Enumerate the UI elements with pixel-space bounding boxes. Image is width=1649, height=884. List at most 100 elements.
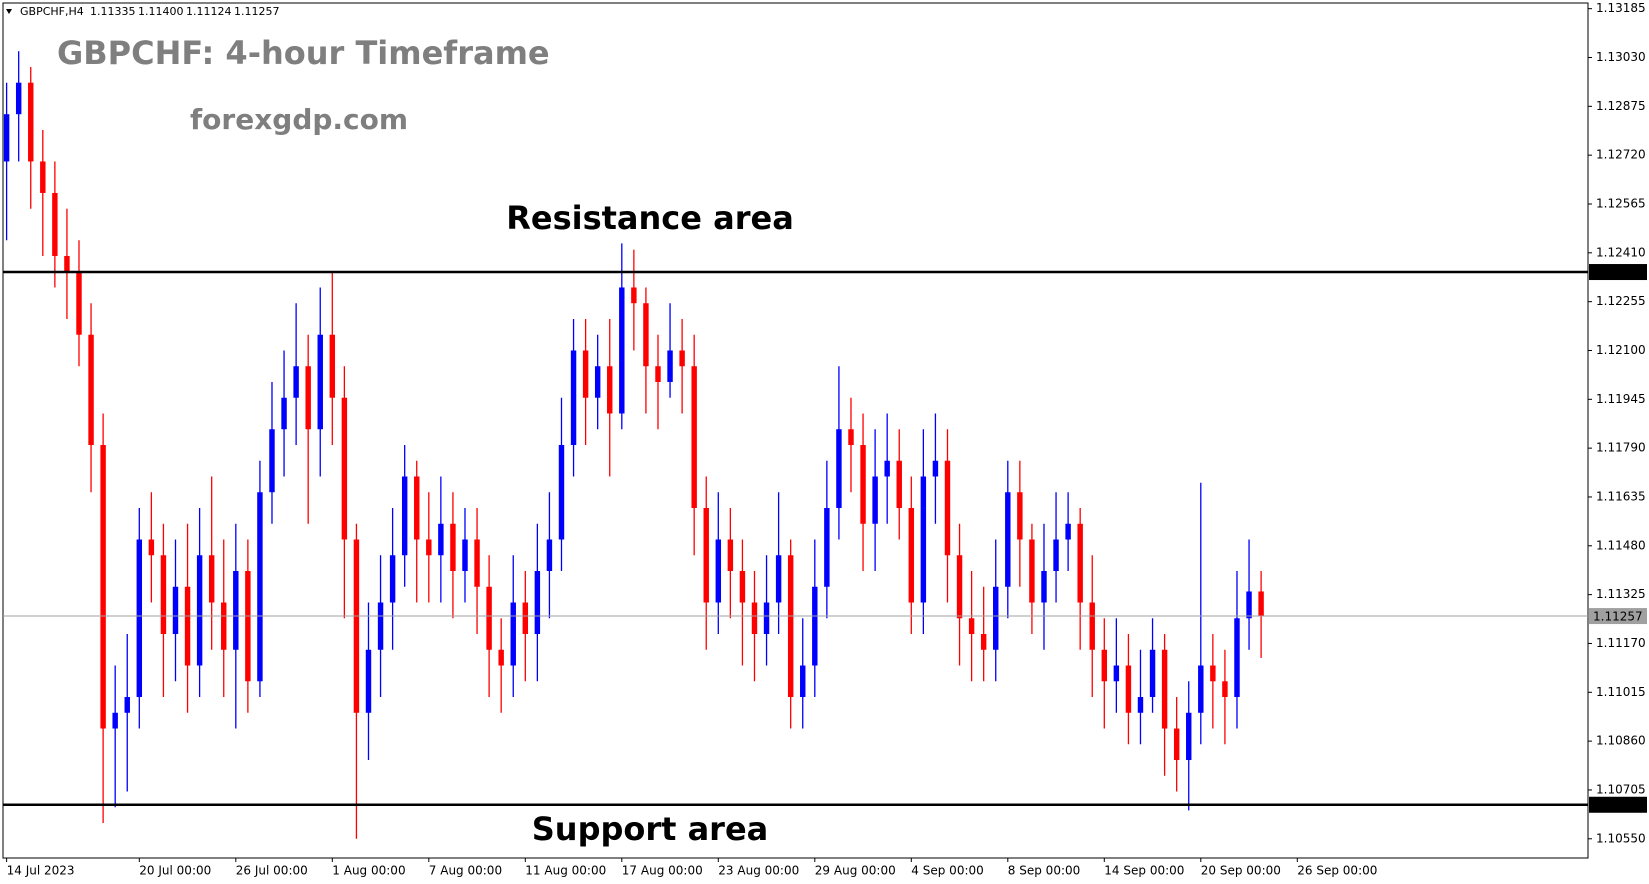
- candle-body: [414, 476, 420, 540]
- candle-body: [486, 586, 492, 650]
- watermark: forexgdp.com: [190, 103, 408, 136]
- candle-body: [112, 712, 118, 729]
- candle-body: [1017, 492, 1023, 540]
- candle-body: [148, 539, 155, 556]
- menu-triangle: [6, 9, 12, 14]
- candle-body: [860, 444, 866, 524]
- x-tick-label: 7 Aug 00:00: [429, 864, 502, 878]
- plot-frame: [2, 2, 1589, 859]
- candle-body: [1125, 665, 1132, 713]
- candle-body: [3, 114, 10, 162]
- candle-body: [462, 539, 468, 572]
- candle-body: [438, 523, 444, 556]
- level-price-box: [1589, 796, 1647, 813]
- level-price-label: 1.10658: [1593, 798, 1643, 812]
- candle-body: [40, 161, 46, 193]
- y-tick-label: 1.11790: [1596, 441, 1646, 455]
- candle-body: [980, 634, 987, 650]
- candle-body: [245, 571, 251, 682]
- candle-body: [474, 539, 480, 587]
- candle-body: [1173, 728, 1180, 761]
- candle-body: [136, 539, 143, 698]
- level-annotation: Resistance area: [506, 199, 794, 237]
- y-tick-label: 1.11170: [1596, 636, 1646, 650]
- candle-body: [1258, 591, 1264, 617]
- y-tick-label: 1.12255: [1596, 294, 1646, 308]
- candle-body: [715, 539, 722, 603]
- y-tick-label: 1.12100: [1596, 343, 1646, 357]
- candle-body: [1101, 649, 1108, 682]
- header-symbol: GBPCHF,H4: [20, 5, 84, 18]
- x-tick-label: 11 Aug 00:00: [525, 864, 606, 878]
- candle-body: [643, 303, 649, 367]
- candle-body: [1065, 523, 1071, 540]
- y-tick-label: 1.13030: [1596, 50, 1646, 64]
- candle-body: [196, 555, 203, 666]
- candle-body: [1041, 571, 1047, 603]
- y-tick-label: 1.11945: [1596, 392, 1646, 406]
- candle-body: [558, 444, 565, 540]
- candle-body: [317, 334, 323, 430]
- candle-body: [377, 602, 384, 650]
- candle-body: [884, 460, 890, 477]
- candle-body: [221, 602, 227, 650]
- y-tick-label: 1.10550: [1596, 831, 1646, 845]
- candle-body: [1222, 681, 1228, 698]
- y-tick-label: 1.12565: [1596, 196, 1646, 210]
- x-tick-label: 20 Sep 00:00: [1201, 864, 1281, 878]
- candle-body: [450, 523, 456, 572]
- candle-body: [691, 366, 697, 508]
- candle-body: [1077, 523, 1083, 603]
- x-tick-label: 23 Aug 00:00: [718, 864, 799, 878]
- candle-body: [836, 429, 842, 508]
- y-tick-label: 1.11015: [1596, 685, 1646, 699]
- candle-body: [534, 571, 541, 635]
- candle-body: [1161, 649, 1168, 729]
- candle-body: [968, 618, 975, 635]
- level-price-box: [1589, 264, 1647, 281]
- candle-body: [570, 350, 577, 445]
- current-price-box: [1589, 608, 1647, 625]
- candle-body: [1113, 665, 1120, 682]
- y-tick-label: 1.12875: [1596, 99, 1646, 113]
- candle-body: [15, 82, 22, 115]
- candle-body: [1005, 492, 1011, 587]
- candle-body: [1089, 602, 1095, 650]
- candle-body: [389, 555, 396, 603]
- level-annotation: Support area: [532, 810, 769, 848]
- candle-body: [293, 366, 299, 398]
- candle-body: [160, 555, 167, 635]
- candle-body: [510, 602, 516, 666]
- candle-body: [1246, 591, 1252, 619]
- candle-body: [920, 476, 927, 603]
- y-tick-label: 1.11325: [1596, 587, 1646, 601]
- current-price-label: 1.11257: [1593, 610, 1643, 624]
- candle-body: [582, 350, 589, 398]
- candle-body: [848, 429, 854, 445]
- candle-body: [775, 555, 782, 603]
- candle-body: [269, 429, 275, 493]
- candle-body: [1149, 649, 1156, 698]
- y-tick-label: 1.12410: [1596, 245, 1646, 259]
- header-high: 1.11400: [138, 5, 184, 18]
- header-open: 1.11335: [90, 5, 136, 18]
- x-tick-label: 26 Sep 00:00: [1297, 864, 1377, 878]
- candle-body: [619, 287, 625, 414]
- x-tick-label: 26 Jul 00:00: [236, 864, 308, 878]
- candle-body: [233, 571, 239, 650]
- candle-body: [751, 602, 758, 635]
- candle-body: [1186, 712, 1192, 761]
- candle-body: [281, 397, 287, 430]
- candle-body: [365, 649, 372, 713]
- candle-body: [28, 82, 34, 162]
- candle-body: [956, 555, 963, 619]
- candle-body: [631, 287, 637, 304]
- candle-body: [1029, 539, 1035, 603]
- x-tick-label: 8 Sep 00:00: [1008, 864, 1080, 878]
- candle-body: [76, 271, 82, 335]
- candle-body: [353, 539, 360, 713]
- candle-body: [52, 192, 58, 256]
- candle-body: [546, 539, 553, 572]
